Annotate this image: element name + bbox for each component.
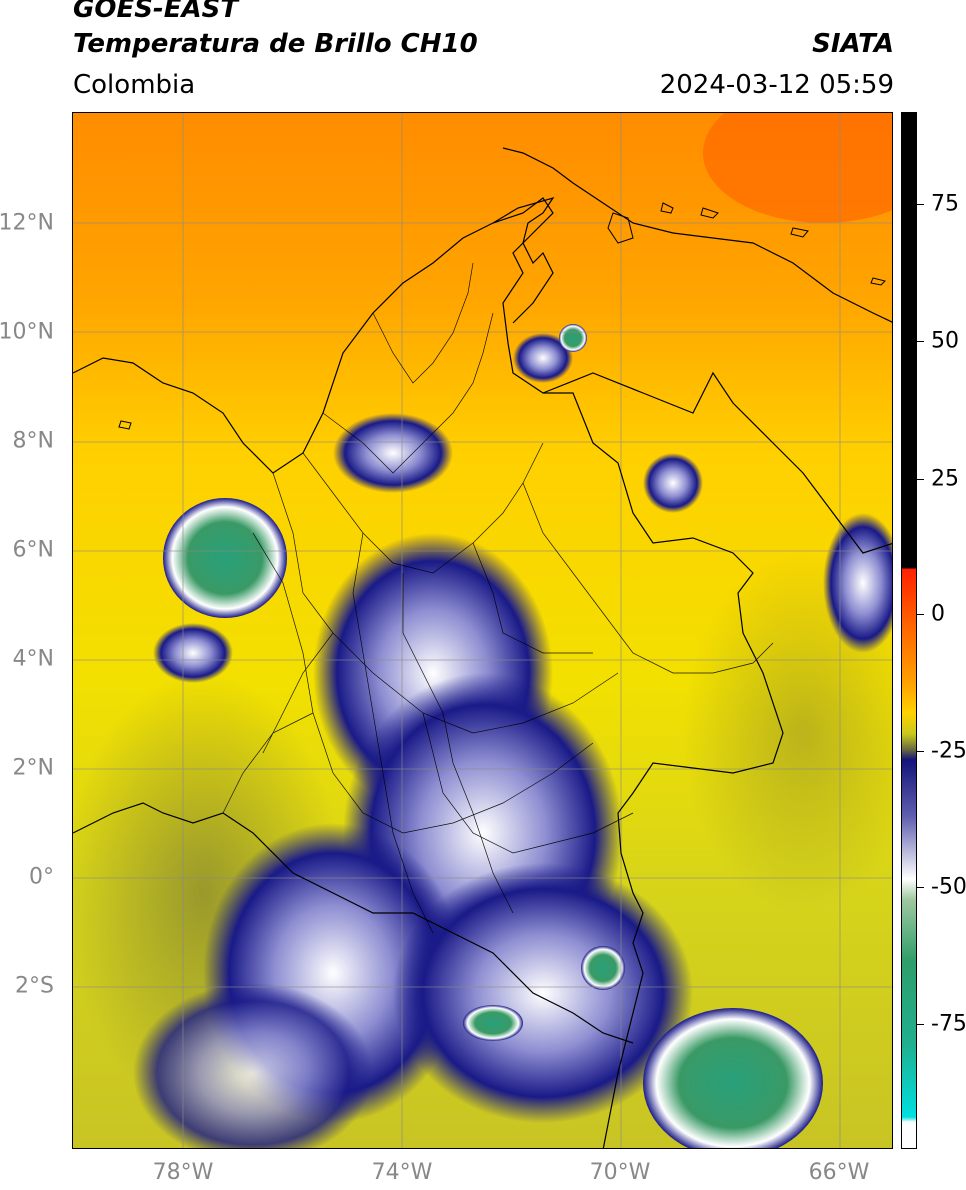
colorbar-tick-minus50: -50 <box>931 874 966 900</box>
region-label: Colombia <box>73 70 196 100</box>
organization-label: SIATA <box>812 29 894 59</box>
temperature-colorbar <box>901 112 917 1149</box>
lat-tick-12n: 12°N <box>0 210 54 236</box>
colorbar-tick-minus75: -75 <box>931 1011 966 1037</box>
title-product: Temperatura de Brillo CH10 <box>73 29 478 59</box>
lat-tick-2s: 2°S <box>15 973 54 999</box>
timestamp-label: 2024-03-12 05:59 <box>659 70 894 100</box>
colorbar-tick-0: 0 <box>931 601 945 627</box>
colorbar-tick-75: 75 <box>931 191 959 217</box>
islands <box>118 202 886 430</box>
lon-tick-74w: 74°W <box>371 1160 433 1185</box>
colorbar-tick-25: 25 <box>931 466 959 492</box>
coldest-cloud-cores <box>163 324 823 1148</box>
graticule <box>73 113 892 1148</box>
title-satellite: GOES-EAST <box>73 0 239 24</box>
lon-tick-66w: 66°W <box>808 1160 870 1185</box>
cold-cloud-tops <box>133 333 892 1148</box>
lon-tick-78w: 78°W <box>152 1160 214 1185</box>
lat-tick-2n: 2°N <box>12 755 54 781</box>
lat-tick-0: 0° <box>29 864 54 890</box>
department-boundaries <box>222 262 774 934</box>
map-canvas <box>73 113 892 1148</box>
country-boundaries <box>73 147 892 1148</box>
colorbar-tick-minus25: -25 <box>931 738 966 764</box>
lon-tick-70w: 70°W <box>589 1160 651 1185</box>
lat-tick-4n: 4°N <box>12 646 54 672</box>
lat-tick-8n: 8°N <box>12 428 54 454</box>
lat-tick-10n: 10°N <box>0 319 54 345</box>
lat-tick-6n: 6°N <box>12 537 54 563</box>
satellite-map <box>72 112 893 1149</box>
colorbar-tick-50: 50 <box>931 328 959 354</box>
